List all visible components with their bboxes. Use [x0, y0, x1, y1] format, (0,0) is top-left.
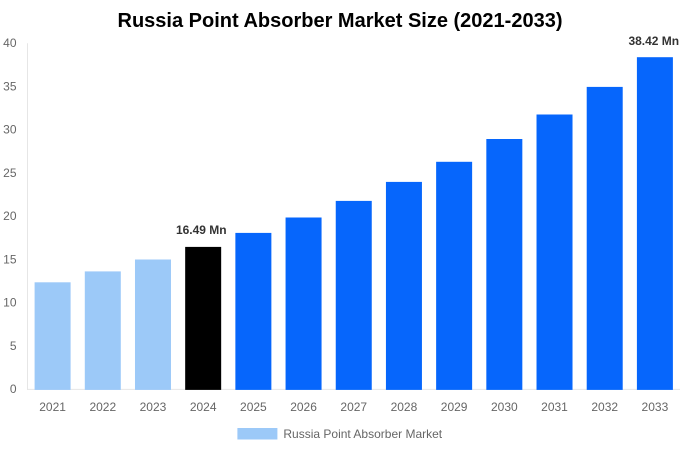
svg-text:35: 35 — [3, 79, 17, 93]
svg-text:2029: 2029 — [441, 400, 468, 414]
svg-text:30: 30 — [3, 123, 17, 137]
svg-text:15: 15 — [3, 252, 17, 266]
svg-text:2023: 2023 — [140, 400, 167, 414]
svg-text:0: 0 — [10, 382, 17, 396]
svg-text:40: 40 — [3, 36, 17, 50]
svg-text:Russia Point Absorber Market: Russia Point Absorber Market — [283, 427, 442, 441]
svg-text:16.49 Mn: 16.49 Mn — [176, 223, 227, 237]
svg-text:2021: 2021 — [39, 400, 66, 414]
svg-text:2022: 2022 — [89, 400, 116, 414]
svg-text:5: 5 — [10, 339, 17, 353]
svg-text:2032: 2032 — [591, 400, 618, 414]
svg-text:10: 10 — [3, 296, 17, 310]
svg-text:Russia Point Absorber Market S: Russia Point Absorber Market Size (2021-… — [118, 10, 563, 32]
svg-text:20: 20 — [3, 209, 17, 223]
svg-text:2026: 2026 — [290, 400, 317, 414]
svg-text:2028: 2028 — [391, 400, 418, 414]
svg-text:25: 25 — [3, 166, 17, 180]
svg-text:2031: 2031 — [541, 400, 568, 414]
svg-text:2027: 2027 — [340, 400, 367, 414]
svg-text:2024: 2024 — [190, 400, 217, 414]
svg-text:2033: 2033 — [642, 400, 669, 414]
svg-text:38.42 Mn: 38.42 Mn — [628, 34, 679, 48]
svg-text:2025: 2025 — [240, 400, 267, 414]
svg-text:2030: 2030 — [491, 400, 518, 414]
